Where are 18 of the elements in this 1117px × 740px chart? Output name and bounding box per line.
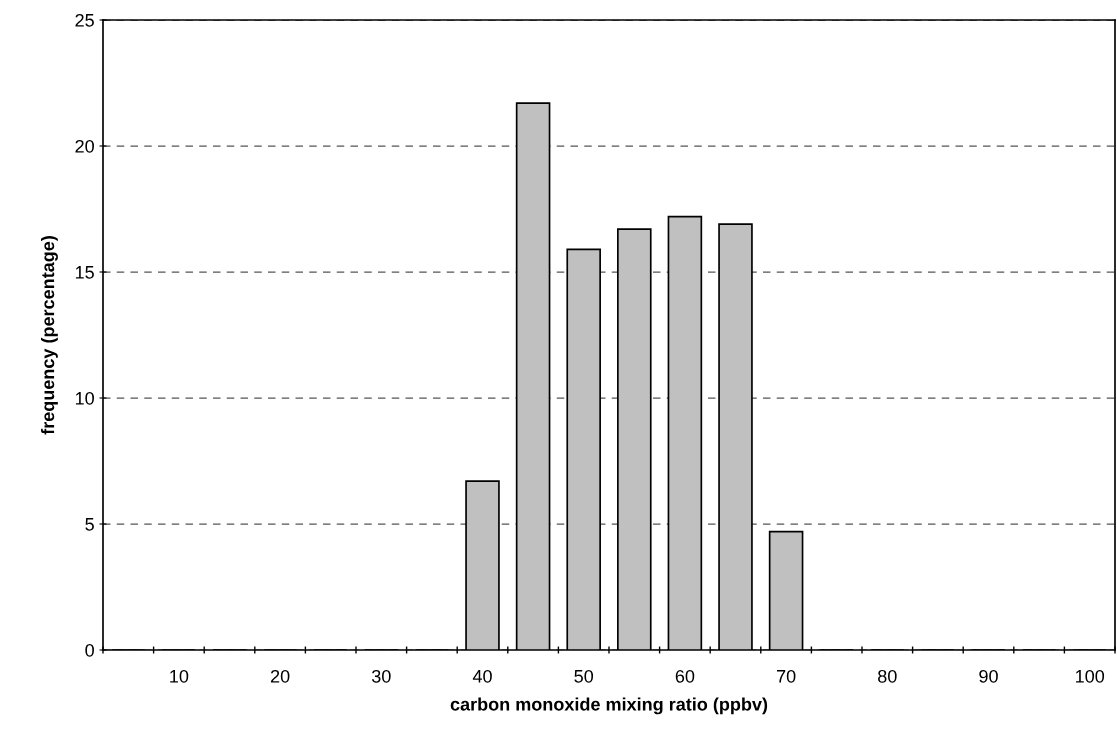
y-tick-label: 0 [85,643,94,657]
y-axis-title: frequency (percentage) [41,236,58,435]
x-tick-label: 30 [371,669,391,683]
x-tick-label: 60 [675,669,695,683]
y-tick-label: 20 [75,139,94,153]
x-tick-label: 90 [979,669,998,683]
y-tick-label: 10 [75,391,94,405]
x-axis-title: carbon monoxide mixing ratio (ppbv) [450,697,768,715]
y-tick-label: 5 [85,518,94,531]
y-tick-label: 15 [75,266,94,279]
x-tick-label: 40 [472,669,492,683]
x-tick-label: 10 [170,669,189,683]
x-tick-label: 20 [270,669,290,683]
y-tick-label: 25 [75,13,94,27]
x-tick-label: 80 [878,669,897,683]
x-tick-label: 100 [1076,669,1105,683]
x-tick-label: 50 [574,669,594,683]
x-tick-label: 70 [776,669,796,683]
